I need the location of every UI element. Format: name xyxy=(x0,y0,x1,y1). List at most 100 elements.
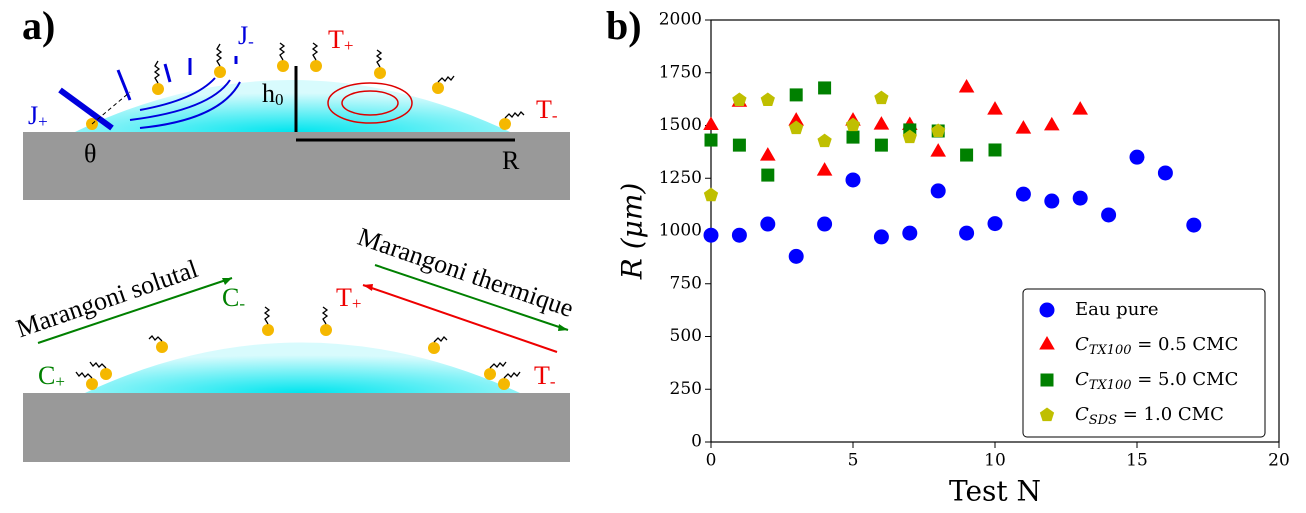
label-j-plus: J+ xyxy=(28,101,48,131)
tails xyxy=(75,306,521,379)
legend-marker xyxy=(1040,373,1054,387)
point xyxy=(902,225,918,241)
main: C xyxy=(38,361,55,390)
point xyxy=(874,138,888,152)
point xyxy=(874,90,889,105)
sub: - xyxy=(248,32,254,51)
y-tick-label: 1500 xyxy=(659,115,702,135)
point xyxy=(930,143,946,157)
label-t-minus: T- xyxy=(534,361,556,391)
point xyxy=(873,116,890,130)
point xyxy=(703,227,719,243)
point xyxy=(902,129,917,144)
plot-area: 0 5 10 15 20 0 250 500 750 1000 1250 1500 1750 2000 Ea… xyxy=(659,10,1290,471)
main: T xyxy=(536,95,552,124)
point xyxy=(788,112,804,126)
dimension-arrows xyxy=(294,66,515,142)
y-axis-label: R (μm) xyxy=(616,183,649,281)
point xyxy=(817,133,832,148)
point xyxy=(1072,101,1088,115)
label-c-plus: C+ xyxy=(38,361,65,391)
point xyxy=(959,225,975,241)
label-c-minus: C- xyxy=(222,283,245,313)
main: h xyxy=(262,79,275,108)
sub: + xyxy=(352,294,362,313)
point xyxy=(703,187,719,202)
y-tick-label: 1250 xyxy=(659,168,702,188)
point xyxy=(816,162,833,176)
point xyxy=(703,116,719,130)
y-tick-label: 2000 xyxy=(659,10,702,30)
legend-label: CTX100 = 5.0 CMC xyxy=(1075,369,1238,393)
legend-label: Eau pure xyxy=(1075,299,1159,320)
legend: Eau pure CTX100 = 0.5 CMC CTX100 = 5.0 CMC… xyxy=(1022,288,1266,438)
droplet xyxy=(75,80,510,132)
x-axis-label: Test N xyxy=(949,475,1041,508)
point xyxy=(1015,120,1032,134)
label-radius: R xyxy=(502,146,520,175)
label-h0: h0 xyxy=(262,79,284,109)
substrate xyxy=(23,132,570,200)
point xyxy=(987,216,1003,232)
label-j-minus: J- xyxy=(238,21,254,51)
label-t-plus: T+ xyxy=(336,283,361,313)
point xyxy=(788,248,804,264)
main: J xyxy=(238,21,248,50)
point xyxy=(732,138,746,152)
point xyxy=(845,172,861,188)
point xyxy=(931,123,946,138)
main: J xyxy=(28,101,38,130)
main: C xyxy=(222,283,239,312)
point xyxy=(731,227,747,243)
legend-marker xyxy=(1039,407,1055,422)
point xyxy=(930,183,946,199)
point xyxy=(846,130,860,144)
y-tick-label: 0 xyxy=(691,432,702,452)
point xyxy=(1015,186,1031,202)
main: T xyxy=(328,25,344,54)
panel-label: a) xyxy=(22,3,55,48)
flow-arrows xyxy=(58,56,241,131)
substrate xyxy=(23,393,570,462)
y-tick-label: 1000 xyxy=(659,221,702,241)
legend-label: CTX100 = 0.5 CMC xyxy=(1075,334,1238,358)
label-theta: θ xyxy=(84,139,96,168)
point xyxy=(873,229,889,245)
point xyxy=(1072,190,1088,206)
point xyxy=(1157,165,1173,181)
point xyxy=(1101,207,1117,223)
sub: + xyxy=(344,36,354,55)
tails xyxy=(153,42,525,119)
label-t-minus: T- xyxy=(536,95,558,125)
legend-box xyxy=(1022,288,1266,438)
x-tick-label: 5 xyxy=(848,451,859,471)
point xyxy=(760,147,776,161)
panel-label: b) xyxy=(606,3,642,48)
legend-label: CSDS = 1.0 CMC xyxy=(1075,404,1224,428)
point xyxy=(817,216,833,232)
sub: - xyxy=(239,294,245,313)
surfactants xyxy=(86,324,510,390)
point xyxy=(1186,217,1202,233)
marangoni-arrows xyxy=(37,264,569,353)
recirculation xyxy=(327,82,413,124)
y-tick-label: 500 xyxy=(670,326,702,346)
y-tick-label: 250 xyxy=(670,379,702,399)
point xyxy=(789,120,804,135)
point xyxy=(760,216,776,232)
point xyxy=(988,143,1002,157)
point xyxy=(1044,116,1060,131)
droplet xyxy=(85,342,520,393)
panel-a: a) J- J+ T+ T- h0 R θ xyxy=(12,3,577,462)
point xyxy=(789,88,803,102)
point xyxy=(987,101,1003,115)
y-tick-label: 1750 xyxy=(659,62,702,82)
main: T xyxy=(336,283,352,312)
point xyxy=(818,81,832,95)
point xyxy=(761,168,775,182)
legend-marker xyxy=(1039,302,1055,318)
point xyxy=(760,92,775,107)
point xyxy=(958,78,975,93)
point xyxy=(704,133,718,147)
